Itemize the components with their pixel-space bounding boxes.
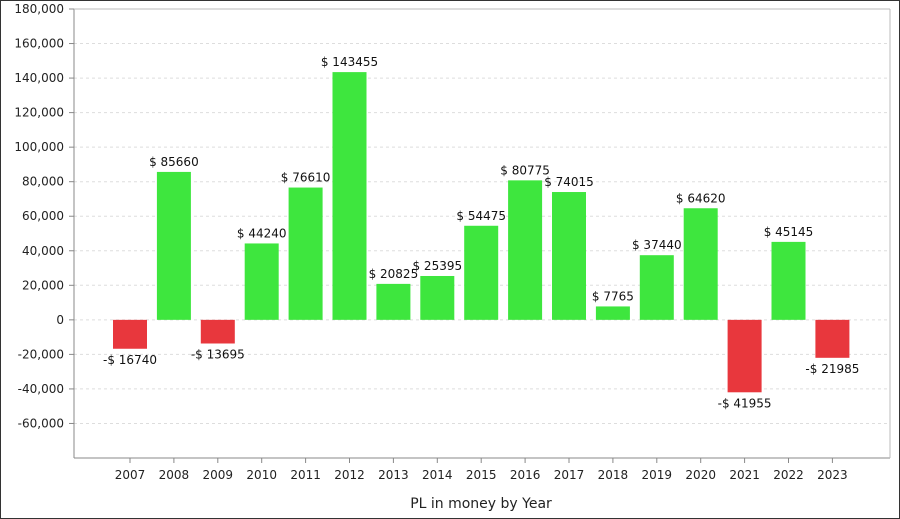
x-tick-label: 2019 — [642, 468, 673, 482]
y-tick-label: 40,000 — [22, 244, 64, 258]
data-label: $ 7765 — [592, 289, 634, 303]
data-label: $ 85660 — [149, 155, 199, 169]
x-tick-label: 2010 — [246, 468, 277, 482]
data-label: -$ 16740 — [103, 353, 157, 367]
y-tick-label: 160,000 — [14, 37, 64, 51]
bar-2013 — [376, 283, 411, 320]
y-tick-label: -40,000 — [18, 382, 64, 396]
bar-2018 — [595, 306, 630, 320]
bar-2019 — [639, 255, 674, 320]
bar-2012 — [332, 72, 367, 320]
bar-2010 — [244, 243, 279, 320]
y-tick-label: 180,000 — [14, 2, 64, 16]
data-labels: -$ 16740 $ 85660 -$ 13695 $ 44240 $ 76610 $ 1… — [103, 55, 859, 410]
x-tick-labels: 2007 2008 2009 2010 2011 2012 2013 2014 2015 2016… — [115, 468, 848, 482]
x-tick-label: 2018 — [598, 468, 629, 482]
data-label: -$ 13695 — [191, 347, 245, 361]
x-tick-label: 2022 — [773, 468, 804, 482]
x-tick-label: 2020 — [685, 468, 716, 482]
data-label: -$ 21985 — [805, 362, 859, 376]
data-label: $ 80775 — [500, 163, 550, 177]
y-tick-label: 120,000 — [14, 106, 64, 120]
y-tick-label: -60,000 — [18, 416, 64, 430]
x-tick-label: 2008 — [159, 468, 190, 482]
bar-2014 — [420, 275, 455, 320]
data-label: $ 64620 — [676, 191, 726, 205]
x-tick-label: 2023 — [817, 468, 848, 482]
x-tick-label: 2009 — [203, 468, 234, 482]
data-label: $ 25395 — [412, 259, 462, 273]
y-tick-label: 60,000 — [22, 209, 64, 223]
data-label: $ 76610 — [281, 171, 331, 185]
x-tick-label: 2007 — [115, 468, 146, 482]
bar-2011 — [288, 187, 323, 320]
bar-2017 — [552, 192, 586, 320]
axes — [69, 8, 891, 463]
bar-2023 — [815, 319, 850, 358]
bar-2021 — [727, 319, 762, 393]
x-tick-label: 2017 — [554, 468, 585, 482]
bar-2022 — [771, 241, 806, 320]
y-tick-label: 0 — [56, 313, 64, 327]
bars — [113, 72, 850, 393]
y-tick-label: 20,000 — [22, 278, 64, 292]
bar-2016 — [508, 180, 543, 320]
x-tick-label: 2011 — [290, 468, 321, 482]
y-tick-labels: -60,000 -40,000 -20,000 0 20,000 40,000 60,000… — [14, 2, 64, 430]
data-label: -$ 41955 — [718, 396, 772, 410]
data-label: $ 143455 — [321, 55, 378, 69]
y-tick-label: 80,000 — [22, 175, 64, 189]
x-tick-label: 2015 — [466, 468, 497, 482]
data-label: $ 54475 — [456, 209, 506, 223]
data-label: $ 37440 — [632, 238, 682, 252]
y-tick-label: 140,000 — [14, 71, 64, 85]
y-tick-label: -20,000 — [18, 347, 64, 361]
x-tick-label: 2013 — [378, 468, 409, 482]
data-label: $ 20825 — [369, 267, 419, 281]
y-tick-label: 100,000 — [14, 140, 64, 154]
bar-2008 — [156, 171, 191, 320]
x-tick-label: 2014 — [422, 468, 453, 482]
x-tick-label: 2012 — [334, 468, 365, 482]
bar-2020 — [683, 208, 718, 320]
data-label: $ 44240 — [237, 226, 287, 240]
bar-2015 — [464, 225, 499, 320]
data-label: $ 74015 — [544, 175, 594, 189]
bar-2009 — [200, 319, 235, 344]
x-tick-label: 2021 — [729, 468, 760, 482]
x-axis-title: PL in money by Year — [410, 496, 552, 512]
x-tick-label: 2016 — [510, 468, 541, 482]
bar-2007 — [113, 319, 147, 349]
data-label: $ 45145 — [764, 225, 814, 239]
